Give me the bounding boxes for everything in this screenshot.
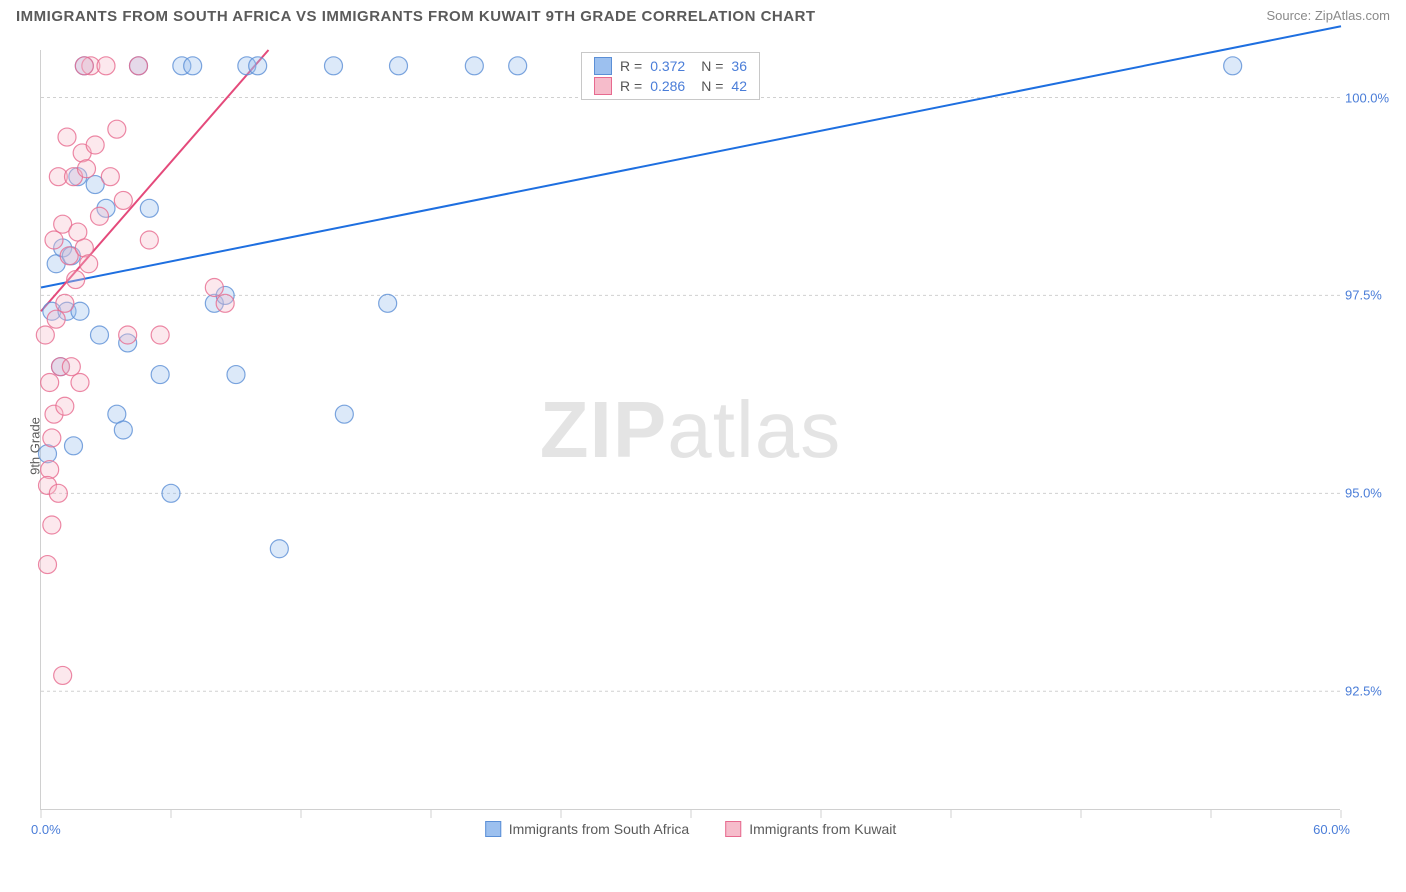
legend-swatch-1 [485,821,501,837]
legend-item-1: Immigrants from South Africa [485,821,690,837]
stat-n-label-1: N = [701,58,723,74]
legend-swatch-2 [725,821,741,837]
legend-label-1: Immigrants from South Africa [509,821,690,837]
swatch-series-2 [594,77,612,95]
x-axis-max-label: 60.0% [1313,822,1350,837]
y-tick-label: 92.5% [1345,684,1400,699]
stat-n-value-2: 42 [731,78,747,94]
y-tick-label: 100.0% [1345,90,1400,105]
stat-r-value-1: 0.372 [650,58,685,74]
chart-title: IMMIGRANTS FROM SOUTH AFRICA VS IMMIGRAN… [16,8,816,25]
chart-header: IMMIGRANTS FROM SOUTH AFRICA VS IMMIGRAN… [0,0,1406,38]
stats-row-1: R = 0.372 N = 36 [582,56,759,76]
stats-legend-box: R = 0.372 N = 36 R = 0.286 N = 42 [581,52,760,100]
x-axis-min-label: 0.0% [31,822,61,837]
y-tick-label: 95.0% [1345,486,1400,501]
legend-label-2: Immigrants from Kuwait [749,821,896,837]
bottom-legend: Immigrants from South Africa Immigrants … [485,821,897,837]
stat-n-label-2: N = [701,78,723,94]
swatch-series-1 [594,57,612,75]
stat-r-label-1: R = [620,58,642,74]
chart-source: Source: ZipAtlas.com [1266,8,1390,23]
stat-r-label-2: R = [620,78,642,94]
y-tick-label: 97.5% [1345,288,1400,303]
plot-svg [41,50,1340,809]
stat-n-value-1: 36 [731,58,747,74]
scatter-plot: ZIPatlas R = 0.372 N = 36 R = 0.286 N = … [40,50,1340,810]
legend-item-2: Immigrants from Kuwait [725,821,896,837]
stat-r-value-2: 0.286 [650,78,685,94]
stats-row-2: R = 0.286 N = 42 [582,76,759,96]
